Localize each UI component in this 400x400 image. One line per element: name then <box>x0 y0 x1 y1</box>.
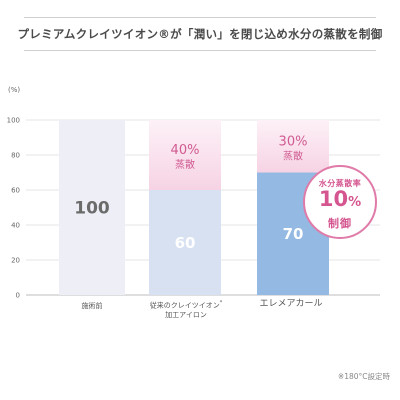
x-label-before-line1: 施術前 <box>81 302 103 310</box>
y-tick-20: 20 <box>11 257 20 265</box>
x-label-elemea-line1: エレメアカール <box>259 299 323 309</box>
badge-line3: 制御 <box>328 217 352 230</box>
y-tick-0: 0 <box>16 292 20 300</box>
footnote: ※180°C設定時 <box>337 372 390 381</box>
x-label-conventional-line1: 従来のクレイツイオン <box>149 301 220 310</box>
x-label-conventional: 従来のクレイツイオン* 加工アイロン <box>140 300 232 320</box>
y-tick-100: 100 <box>7 117 20 125</box>
y-tick-60: 60 <box>11 187 20 195</box>
badge-line1: 水分蒸散率 <box>318 179 362 188</box>
badge-value: 10% <box>305 187 375 211</box>
x-label-elemea: エレメアカール <box>245 298 337 310</box>
evaporation-value-label-2: 30% <box>279 134 308 149</box>
title-bottom-rule <box>24 50 376 51</box>
badge-value-number: 10 <box>318 187 349 211</box>
evaporation-text-label-2: 蒸散 <box>283 149 303 162</box>
bar-base-0 <box>59 120 125 295</box>
x-label-conventional-footnote-mark: * <box>219 300 223 306</box>
bar-base-1 <box>149 190 221 295</box>
chart-title: プレミアムクレイツイオン®が「潤い」を閉じ込め水分の蒸散を制御 <box>17 27 383 41</box>
title-top-rule <box>24 17 376 18</box>
bar-evaporation-2 <box>257 120 329 173</box>
bar-evaporation-1 <box>149 120 221 190</box>
bar-value-label-1: 60 <box>175 234 196 252</box>
evaporation-control-badge: 水分蒸散率 10% 制御 <box>303 165 377 239</box>
x-label-before: 施術前 <box>52 302 132 311</box>
badge-value-percent: % <box>348 195 362 210</box>
x-label-conventional-line2: 加工アイロン <box>165 310 207 319</box>
y-axis-unit: (%) <box>8 86 21 94</box>
evaporation-text-label-1: 蒸散 <box>175 158 195 171</box>
evaporation-value-label-1: 40% <box>171 143 200 158</box>
bar-value-label-2: 70 <box>283 225 304 243</box>
y-tick-80: 80 <box>11 152 20 160</box>
y-tick-40: 40 <box>11 222 20 230</box>
bar-value-label-0: 100 <box>74 198 110 218</box>
